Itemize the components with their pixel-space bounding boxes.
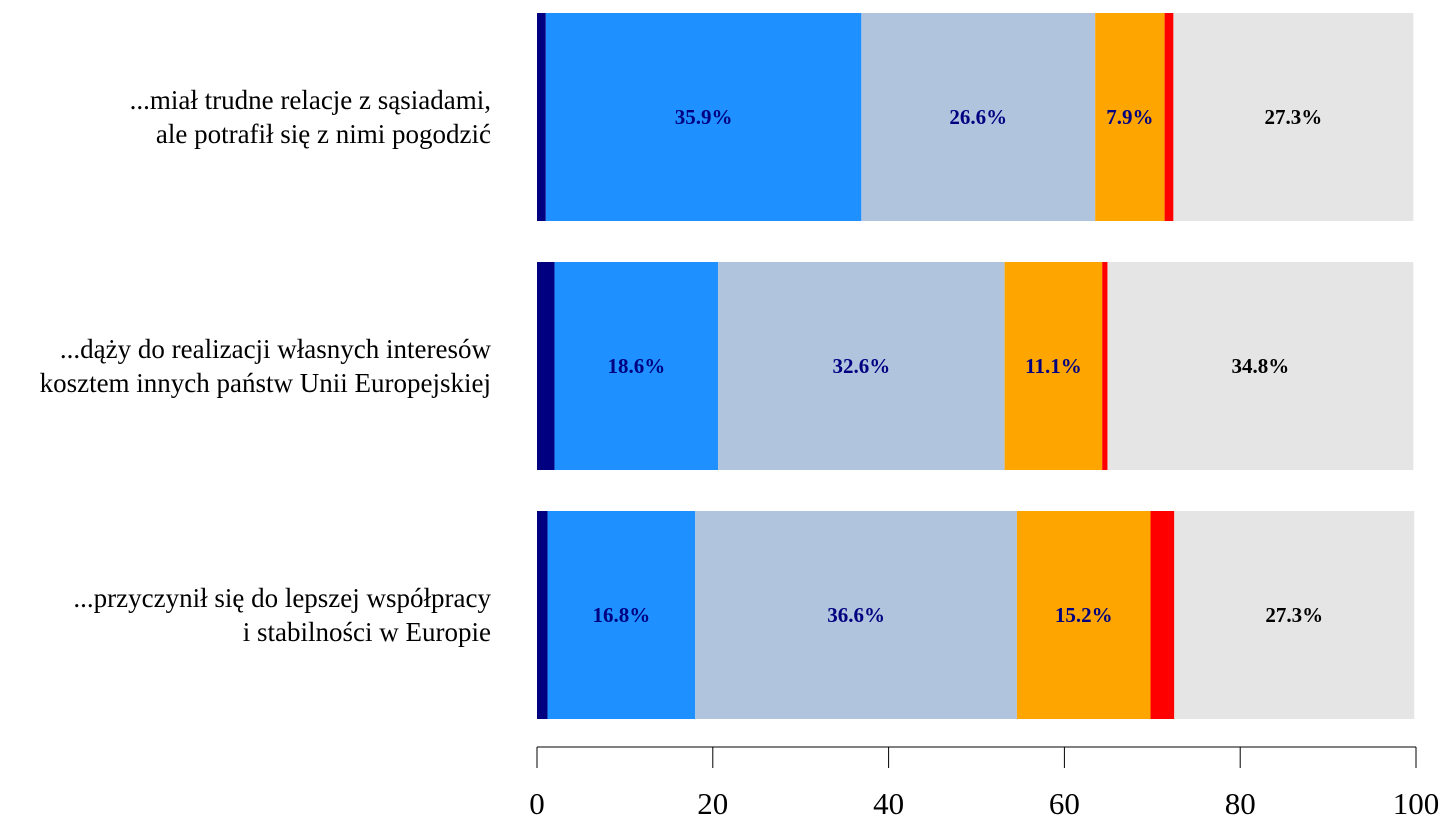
data-label-1-6: 27.3% [1265,105,1323,129]
bar-segment-3-1 [537,511,548,719]
bar-segment-2-6 [1107,262,1414,470]
data-label-2-4: 11.1% [1025,354,1082,378]
bar-segment-3-4 [1016,511,1151,719]
segment-labels-group: 35.9% 26.6% 7.9% 27.3% 18.6% 32.6% 11.1% 34.8% 1… [593,105,1324,627]
bar-segment-1-2 [545,13,862,221]
bar-segment-1-3 [861,13,1096,221]
category-label-2-line-1: ...dąży do realizacji własnych interesów [60,334,492,364]
category-label-1-line-2: ale potrafił się z nimi pogodzić [156,119,491,149]
bar-segment-3-2 [547,511,696,719]
category-label-1-line-1: ...miał trudne relacje z sąsiadami, [130,85,491,115]
category-label-3-line-2: i stabilności w Europie [243,617,491,647]
bar-segment-1-6 [1173,13,1414,221]
data-label-3-2: 16.8% [593,603,651,627]
x-tick-label-60: 60 [1049,786,1080,821]
data-label-2-6: 34.8% [1232,354,1290,378]
data-label-1-4: 7.9% [1106,105,1153,129]
bar-segment-2-5 [1102,262,1108,470]
data-label-3-3: 36.6% [827,603,885,627]
data-label-2-2: 18.6% [607,354,665,378]
data-label-3-6: 27.3% [1265,603,1323,627]
bar-segment-2-2 [554,262,719,470]
data-label-3-4: 15.2% [1055,603,1113,627]
category-labels-group: ...miał trudne relacje z sąsiadami, ale p… [40,85,492,647]
category-label-2-line-2: kosztem innych państw Unii Europejskiej [40,368,491,398]
x-tick-label-20: 20 [697,786,728,821]
x-tick-label-0: 0 [529,786,545,821]
bar-segment-1-5 [1164,13,1174,221]
bar-segment-1-4 [1095,13,1165,221]
category-label-3-line-1: ...przyczynił się do lepszej współpracy [73,583,491,613]
bar-segment-1-1 [537,13,546,221]
data-label-2-3: 32.6% [832,354,890,378]
x-tick-label-100: 100 [1393,786,1440,821]
x-axis: 0 20 40 60 80 100 [529,746,1440,821]
data-label-1-2: 35.9% [675,105,733,129]
bar-segment-3-5 [1150,511,1175,719]
x-tick-label-80: 80 [1225,786,1256,821]
x-tick-label-40: 40 [873,786,904,821]
bar-segment-3-3 [695,511,1017,719]
bar-segment-2-3 [718,262,1005,470]
bar-segment-2-1 [537,262,555,470]
bar-segment-3-6 [1174,511,1415,719]
bar-segment-2-4 [1004,262,1103,470]
data-label-1-3: 26.6% [949,105,1007,129]
bars-group [537,13,1415,719]
